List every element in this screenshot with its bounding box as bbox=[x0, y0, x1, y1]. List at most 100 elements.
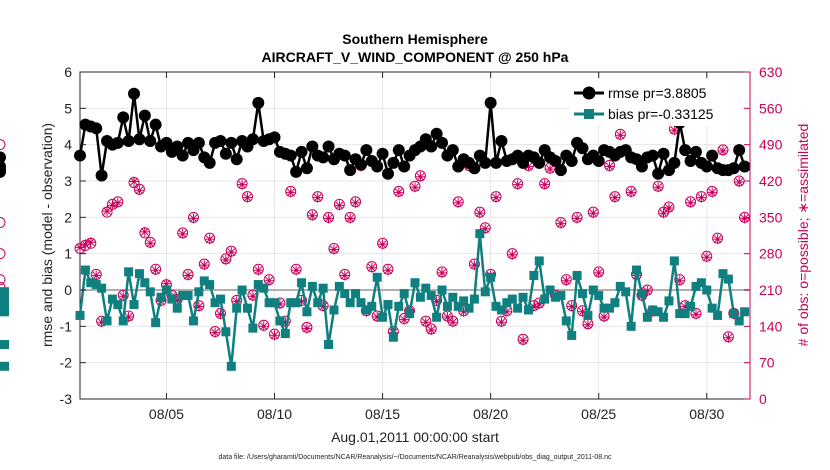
y-right-tick-label: 560 bbox=[759, 100, 783, 116]
obs-assimilated-point bbox=[329, 244, 339, 255]
bias-point bbox=[686, 301, 696, 311]
bias-point bbox=[718, 269, 728, 279]
obs-assimilated-point bbox=[734, 177, 745, 187]
obs-assimilated-point bbox=[528, 301, 539, 312]
obs-assimilated-point bbox=[626, 187, 637, 198]
obs-assimilated-point bbox=[501, 306, 512, 317]
rmse-point bbox=[549, 155, 562, 168]
rmse-point bbox=[322, 140, 335, 153]
obs-assimilated-point bbox=[642, 286, 653, 296]
obs-assimilated-point bbox=[458, 306, 469, 317]
bias-point bbox=[421, 283, 431, 293]
obs-assimilated-point bbox=[350, 197, 361, 208]
bias-point bbox=[275, 316, 285, 326]
y-tick-label: -1 bbox=[60, 318, 73, 334]
obs-assimilated-point bbox=[237, 179, 248, 190]
bias-point bbox=[237, 285, 247, 295]
bias-point bbox=[469, 294, 479, 304]
bias-point bbox=[599, 303, 609, 313]
bias-point bbox=[91, 280, 101, 290]
obs-possible-point bbox=[0, 274, 6, 286]
rmse-point bbox=[344, 164, 357, 177]
bias-point bbox=[259, 283, 269, 293]
bias-point bbox=[215, 294, 225, 304]
obs-assimilated-point bbox=[664, 203, 674, 213]
obs-assimilated-point bbox=[712, 234, 723, 245]
bias-point bbox=[86, 278, 96, 288]
line-layer bbox=[0, 87, 751, 371]
obs-assimilated-point bbox=[523, 161, 534, 172]
bias-point bbox=[610, 298, 620, 308]
obs-assimilated-point bbox=[680, 301, 691, 312]
obs-assimilated-point bbox=[507, 249, 518, 260]
bias-point bbox=[405, 309, 415, 319]
bias-point bbox=[134, 269, 144, 279]
rmse-point bbox=[144, 135, 157, 148]
bias-point bbox=[442, 301, 452, 311]
bias-point bbox=[556, 290, 566, 300]
obs-assimilated-point bbox=[426, 325, 437, 335]
obs-assimilated-point bbox=[253, 265, 264, 276]
bias-point bbox=[248, 323, 258, 333]
bias-point bbox=[426, 290, 436, 300]
legend-box bbox=[570, 80, 742, 126]
legend-bias-label: bias pr=-0.33125 bbox=[608, 106, 714, 122]
bias-point bbox=[518, 292, 528, 302]
obs-assimilated-point bbox=[410, 182, 420, 193]
rmse-point bbox=[90, 122, 103, 135]
rmse-point bbox=[727, 162, 740, 175]
bias-point bbox=[334, 281, 344, 291]
bias-point bbox=[313, 298, 323, 308]
rmse-point bbox=[430, 127, 443, 140]
bias-point bbox=[707, 303, 717, 313]
obs-assimilated-point bbox=[291, 265, 302, 276]
obs-assimilated-point bbox=[96, 317, 107, 328]
bias-point bbox=[453, 301, 463, 311]
rmse-point bbox=[117, 111, 130, 124]
obs-assimilated-point bbox=[274, 299, 285, 309]
obs-assimilated-point bbox=[420, 317, 431, 328]
rmse-point bbox=[398, 160, 411, 173]
obs-assimilated-point bbox=[437, 267, 447, 278]
obs-assimilated-point bbox=[247, 291, 258, 302]
bias-point bbox=[664, 296, 674, 306]
bias-point bbox=[102, 316, 112, 326]
obs-assimilated-point bbox=[739, 213, 750, 224]
rmse-point bbox=[360, 144, 373, 157]
bias-point bbox=[448, 292, 458, 302]
obs-possible-point bbox=[0, 217, 6, 229]
obs-assimilated-point bbox=[118, 291, 129, 302]
bias-point bbox=[648, 305, 658, 315]
obs-assimilated-point bbox=[674, 275, 685, 286]
obs-assimilated-point bbox=[366, 262, 377, 273]
y-tick-label: 2 bbox=[64, 209, 72, 225]
bias-point bbox=[0, 290, 9, 300]
obs-assimilated-point bbox=[588, 208, 599, 219]
axes-layer: 08/05 08/10 08/15 08/20 08/25 08/30 -3 -2 -1 0 1 2 3… bbox=[60, 64, 783, 422]
bias-point bbox=[307, 281, 317, 291]
rmse-point bbox=[689, 145, 702, 158]
bias-point bbox=[394, 301, 404, 311]
rmse-point bbox=[592, 155, 605, 168]
obs-layer bbox=[0, 124, 751, 346]
y-right-tick-label: 630 bbox=[759, 64, 783, 80]
bias-point bbox=[129, 300, 139, 310]
bias-point bbox=[702, 285, 712, 295]
rmse-point bbox=[684, 155, 697, 168]
rmse-point bbox=[171, 140, 184, 153]
bias-point bbox=[161, 285, 171, 295]
rmse-point bbox=[425, 140, 438, 153]
obs-assimilated-point bbox=[307, 210, 318, 221]
rmse-point bbox=[657, 147, 670, 160]
obs-assimilated-point bbox=[431, 296, 442, 307]
y-right-tick-label: 490 bbox=[759, 137, 783, 153]
bias-point bbox=[475, 229, 485, 239]
rmse-point bbox=[338, 149, 351, 162]
rmse-point bbox=[111, 136, 124, 149]
obs-assimilated-point bbox=[658, 208, 669, 219]
bias-point bbox=[118, 316, 128, 326]
x-tick-label: 08/25 bbox=[581, 406, 616, 422]
rmse-point bbox=[219, 147, 232, 160]
rmse-point bbox=[133, 133, 146, 146]
